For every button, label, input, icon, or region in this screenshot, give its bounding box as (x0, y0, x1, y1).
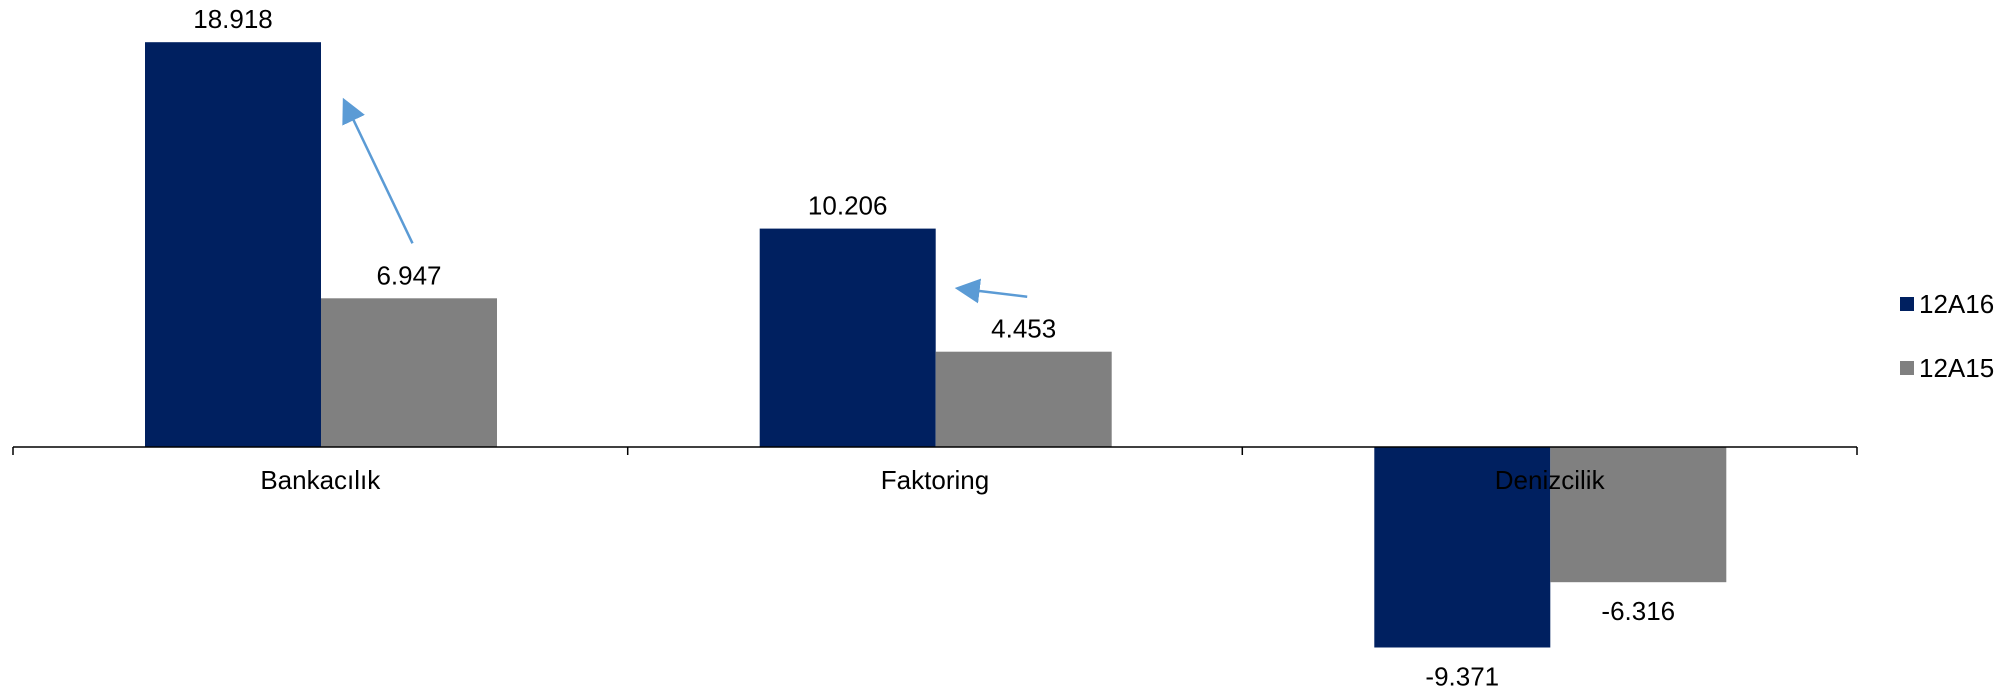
legend-label-12A16: 12A16 (1919, 289, 1994, 319)
category-label-0: Bankacılık (260, 465, 381, 495)
data-label-12A16-0: 18.918 (193, 4, 273, 34)
legend: 12A16 12A15 (1900, 289, 1994, 383)
bar-12A16-2 (1374, 447, 1551, 648)
data-label-12A15-2: -6.316 (1601, 596, 1675, 626)
annotation-arrow-0 (342, 97, 414, 244)
legend-label-12A15: 12A15 (1919, 353, 1994, 383)
data-label-12A15-1: 4.453 (991, 314, 1056, 344)
x-axis (12, 446, 1858, 455)
legend-swatch-12A16 (1900, 297, 1914, 311)
labels-layer: 18.918 6.947 10.206 4.453 -9.371 -6.316 Bankac… (193, 4, 1675, 691)
data-label-12A16-2: -9.371 (1425, 662, 1499, 692)
annotation-arrow-1 (954, 278, 1028, 304)
bar-12A15-2 (1550, 447, 1727, 583)
bar-12A16-1 (759, 228, 936, 447)
bar-12A15-1 (935, 351, 1112, 447)
bar-12A15-0 (321, 298, 497, 447)
category-label-1: Faktoring (881, 465, 989, 495)
data-label-12A16-1: 10.206 (808, 191, 888, 221)
data-label-12A15-0: 6.947 (376, 260, 441, 290)
bar-12A16-0 (145, 42, 321, 447)
category-label-2: Denizcilik (1495, 465, 1606, 495)
legend-swatch-12A15 (1900, 361, 1914, 375)
annotation-arrows (342, 97, 1028, 304)
bars-layer (145, 42, 1727, 648)
